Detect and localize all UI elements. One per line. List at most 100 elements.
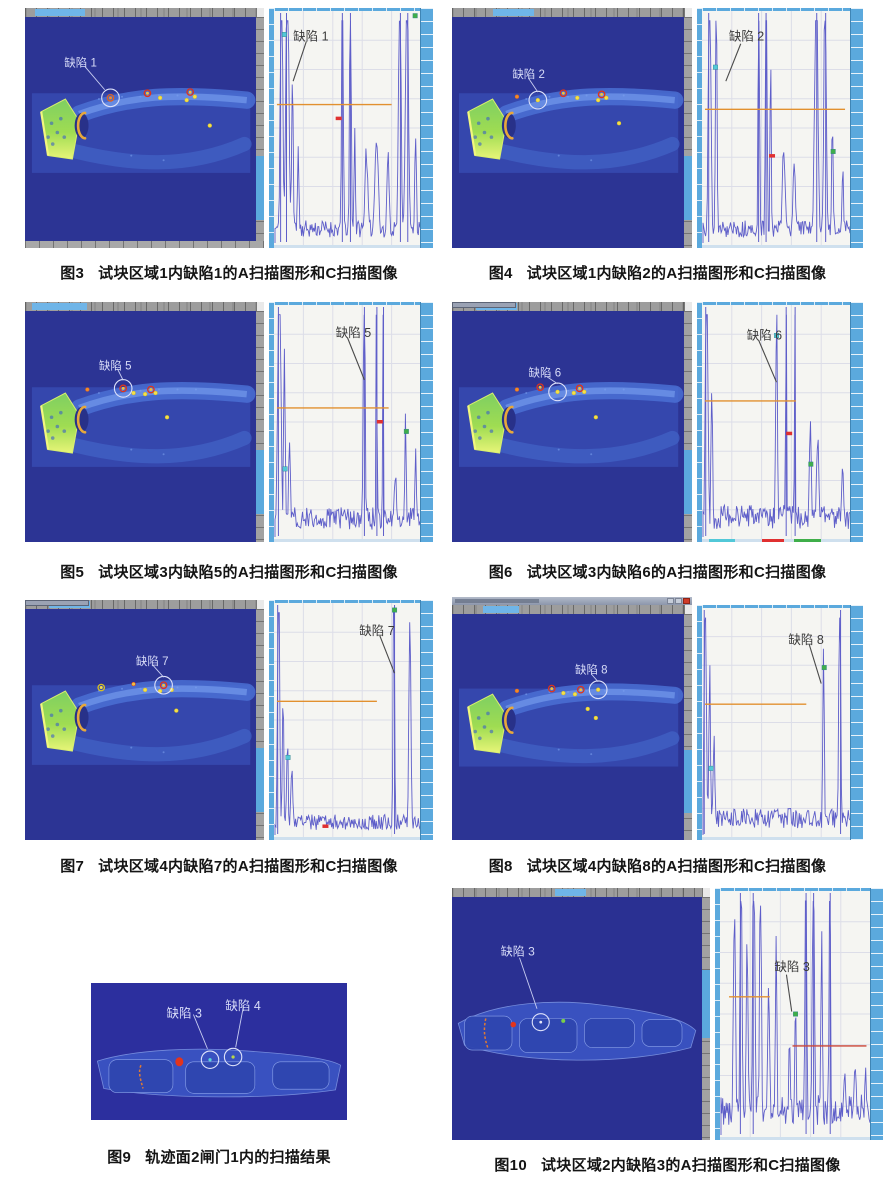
- window-titlebar: [452, 597, 692, 605]
- ascan-defect-label: 缺陷 2: [729, 29, 764, 44]
- head-speckle: [62, 727, 67, 731]
- caption-number: 图5: [60, 564, 85, 581]
- ruler-end-box: [256, 600, 264, 609]
- ascan-plot-svg: 缺陷 2: [702, 11, 851, 245]
- figure-caption-fig8: 图8 试块区域4内缺陷8的A扫描图形和C扫描图像: [452, 855, 863, 876]
- specimen-lower-arm: [493, 136, 680, 170]
- speckle: [139, 389, 142, 392]
- cscan-right-scrollbar: [684, 17, 692, 248]
- speckle: [567, 95, 569, 98]
- ruler-highlight: [34, 9, 85, 16]
- figure-fig7: 缺陷 7 缺陷 7: [25, 600, 433, 840]
- cscan-image-svg: 缺陷 3: [452, 897, 702, 1140]
- ruler-end-box: [256, 8, 264, 17]
- speckle: [525, 693, 528, 696]
- specimen-upper-arm-core: [505, 93, 676, 118]
- defect-dot: [184, 98, 189, 103]
- specimen-lower-arm: [493, 731, 680, 764]
- waveform: [702, 617, 851, 835]
- defect-highlight-circle: [223, 1047, 243, 1067]
- defect-dot: [604, 95, 609, 100]
- defect-dot: [145, 91, 149, 95]
- defect-leader-line: [116, 368, 124, 381]
- defect-leader-line: [192, 1014, 208, 1049]
- cscan-right-scrollbar: [256, 609, 264, 840]
- cyan-peak-marker: [285, 755, 291, 760]
- defect-dot: [192, 94, 197, 99]
- defect-dot: [539, 1020, 543, 1024]
- caption-text: 试块区域3内缺陷6的A扫描图形和C扫描图像: [526, 564, 827, 581]
- scrollbar-thumb: [684, 155, 692, 221]
- defect-dot: [108, 96, 112, 100]
- defect-leader-line: [292, 41, 307, 82]
- defect-dot: [188, 90, 192, 94]
- cscan-image-area: 缺陷 7: [25, 609, 256, 840]
- defect-dot: [579, 688, 583, 692]
- ascan-bottom-strip: [274, 837, 421, 840]
- cscan-image-area: 缺陷 1: [25, 17, 256, 248]
- green-peak-marker: [808, 461, 814, 467]
- defect-dot: [616, 121, 622, 126]
- ascan-plot-svg: 缺陷 3: [720, 891, 871, 1137]
- speckle: [162, 159, 165, 162]
- speckle: [130, 154, 133, 157]
- ascan-left-scrollbar: [715, 888, 720, 1140]
- cscan-right-scrollbar: [684, 614, 692, 840]
- specimen-lower-arm: [66, 728, 252, 762]
- cscan-top-ruler: [25, 302, 264, 311]
- ascan-right-scrollbar: [420, 302, 433, 542]
- cyan-peak-marker: [774, 333, 780, 338]
- head-speckle: [478, 436, 482, 440]
- head-speckle: [476, 716, 481, 720]
- ascan-top-strip: [702, 8, 851, 11]
- ruler-end-box: [684, 8, 692, 17]
- figure-fig8: 缺陷 8 缺陷 8: [452, 597, 863, 840]
- ascan-panel: 缺陷 2: [697, 8, 863, 248]
- ascan-plot-svg: 缺陷 5: [274, 305, 421, 539]
- speckle: [585, 388, 588, 391]
- cscan-image-svg: 缺陷 2: [452, 17, 684, 248]
- defect-dot: [578, 386, 582, 390]
- defect-leader-line: [152, 665, 164, 678]
- defect-dot: [572, 692, 578, 697]
- head-speckle: [486, 711, 490, 716]
- waveform: [274, 20, 421, 243]
- head-bright-edge: [40, 703, 50, 748]
- ascan-plot-area: 缺陷 1: [274, 11, 421, 245]
- defect-leader-line: [519, 957, 538, 1009]
- speckle: [194, 388, 197, 391]
- ascan-right-scrollbar: [420, 8, 433, 248]
- head-speckle: [473, 429, 477, 433]
- speckle: [557, 154, 560, 157]
- speckle: [567, 389, 569, 392]
- ascan-bottom-strip: [702, 539, 851, 542]
- defect-dot: [555, 389, 560, 394]
- ascan-plot-area: 缺陷 8: [702, 608, 851, 837]
- head-speckle: [486, 116, 490, 121]
- speckle: [622, 388, 625, 391]
- ascan-plot-area: 缺陷 7: [274, 603, 421, 837]
- scan-image-svg: 缺陷 3 缺陷 4: [91, 983, 347, 1120]
- defect-leader-line: [808, 644, 822, 684]
- minimize-button-icon: [667, 598, 674, 604]
- defect-dot: [142, 687, 148, 692]
- head-speckle: [59, 708, 63, 713]
- head-speckle: [489, 135, 494, 139]
- window-title-text: [455, 599, 539, 603]
- window-titlebar-fragment: [452, 302, 516, 308]
- head-bright-edge: [40, 405, 50, 450]
- cscan-top-ruler: [452, 8, 692, 17]
- ascan-defect-label: 缺陷 7: [359, 623, 394, 638]
- figure-caption-fig10: 图10 试块区域2内缺陷3的A扫描图形和C扫描图像: [452, 1154, 883, 1175]
- ascan-defect-label: 缺陷 5: [336, 325, 371, 340]
- defect-dot: [157, 95, 163, 100]
- ascan-panel: 缺陷 8: [697, 605, 863, 840]
- head-speckle: [46, 429, 50, 433]
- speckle: [604, 388, 607, 391]
- cscan-defect-label: 缺陷 1: [64, 55, 97, 69]
- defect-dot-ring: [575, 384, 584, 393]
- ruler-end-box: [684, 302, 692, 311]
- defect-highlight-circle: [531, 1013, 550, 1032]
- defect-dot: [535, 98, 540, 103]
- cscan-defect-label: 缺陷 7: [136, 654, 169, 668]
